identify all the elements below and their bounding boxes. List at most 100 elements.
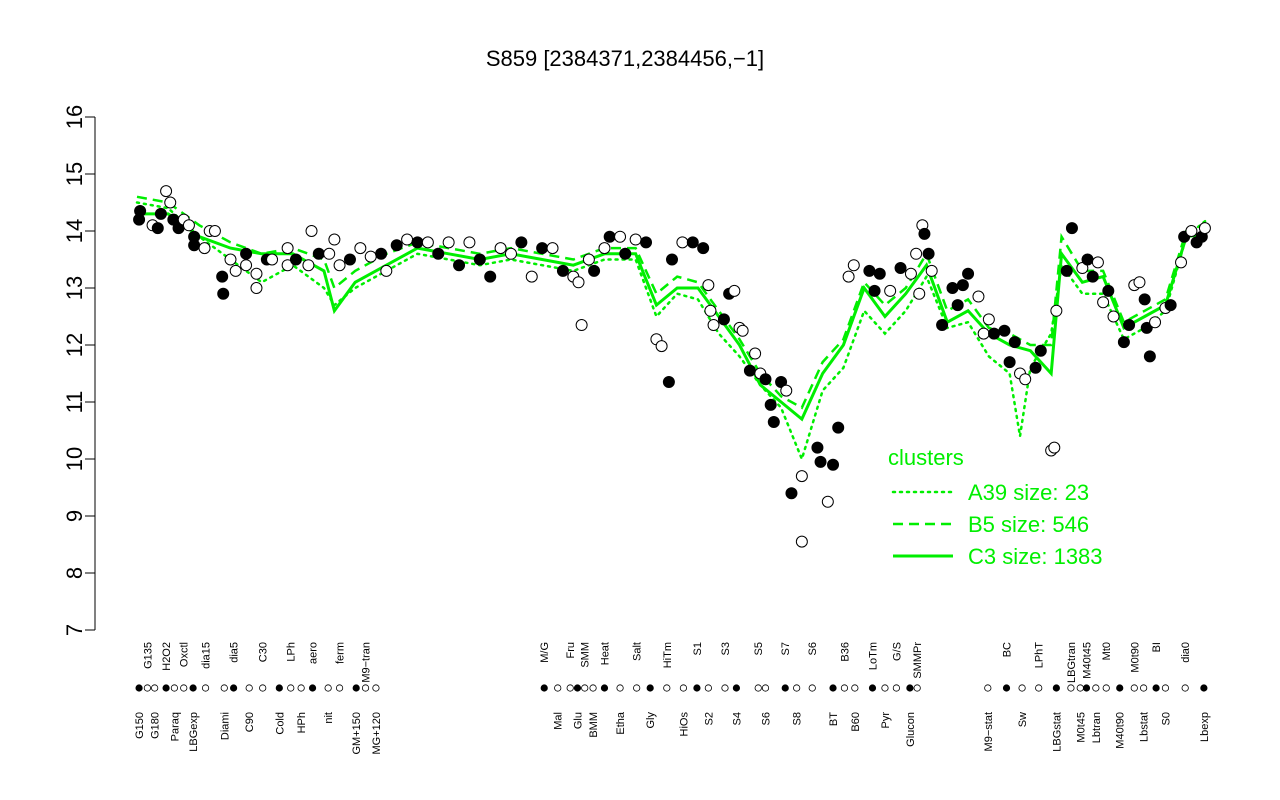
x-tick-label: Heat bbox=[599, 642, 611, 665]
point bbox=[767, 415, 780, 428]
x-tick-label: Mt0 bbox=[1101, 642, 1113, 660]
x-tick bbox=[170, 684, 178, 692]
point bbox=[364, 250, 377, 263]
point bbox=[894, 262, 907, 275]
x-tick bbox=[1116, 684, 1124, 692]
x-tick bbox=[646, 684, 654, 692]
point bbox=[1143, 350, 1156, 363]
point bbox=[962, 267, 975, 280]
point bbox=[918, 227, 931, 240]
x-tick bbox=[1130, 684, 1138, 692]
x-tick bbox=[868, 684, 877, 692]
x-tick-label: S6 bbox=[807, 642, 819, 655]
point bbox=[795, 470, 808, 483]
x-tick-label: LPhT bbox=[1034, 642, 1046, 669]
point bbox=[702, 279, 715, 292]
x-tick-label: M40t90 bbox=[1115, 712, 1127, 749]
point bbox=[1138, 293, 1151, 306]
x-tick-label: Cold bbox=[274, 712, 286, 735]
point bbox=[328, 233, 341, 246]
point bbox=[432, 247, 445, 260]
point bbox=[305, 225, 318, 237]
x-tick bbox=[275, 684, 283, 692]
point bbox=[686, 236, 699, 249]
x-tick bbox=[297, 684, 305, 692]
x-tick bbox=[1181, 684, 1189, 692]
point bbox=[814, 455, 827, 468]
x-tick bbox=[180, 684, 188, 692]
x-tick-label: C90 bbox=[244, 712, 256, 732]
point bbox=[1050, 304, 1063, 317]
x-tick bbox=[704, 684, 712, 692]
point bbox=[868, 284, 881, 297]
point bbox=[640, 236, 653, 249]
x-tick bbox=[633, 684, 641, 692]
x-tick-label: S3 bbox=[720, 642, 732, 655]
point bbox=[842, 270, 855, 283]
point bbox=[775, 376, 788, 389]
point bbox=[1133, 276, 1146, 289]
y-tick-label: 16 bbox=[62, 105, 87, 129]
point bbox=[266, 253, 279, 266]
point bbox=[655, 340, 668, 353]
x-tick bbox=[1152, 684, 1160, 692]
x-tick-label: Salt bbox=[632, 642, 644, 661]
point bbox=[442, 236, 455, 249]
point bbox=[1029, 361, 1042, 374]
point bbox=[164, 196, 177, 209]
x-tick bbox=[581, 684, 589, 692]
x-tick bbox=[335, 684, 344, 692]
x-tick bbox=[1052, 684, 1060, 692]
point bbox=[728, 284, 741, 297]
point bbox=[956, 279, 969, 292]
x-tick-label: ferm bbox=[335, 642, 347, 664]
point bbox=[463, 236, 476, 249]
x-tick-label: S7 bbox=[780, 642, 792, 655]
point bbox=[1102, 284, 1115, 297]
point bbox=[494, 242, 507, 255]
point bbox=[736, 324, 749, 337]
point bbox=[216, 270, 229, 283]
legend-label: A39 size: 23 bbox=[968, 480, 1089, 505]
point bbox=[354, 242, 367, 255]
point bbox=[240, 247, 253, 260]
point bbox=[936, 319, 949, 332]
point bbox=[619, 247, 632, 260]
x-tick-label: Glu bbox=[572, 712, 584, 729]
x-tick bbox=[840, 684, 849, 692]
points bbox=[133, 185, 1211, 548]
x-tick bbox=[761, 684, 770, 692]
x-tick bbox=[808, 684, 816, 692]
point bbox=[281, 259, 294, 272]
point bbox=[759, 373, 772, 386]
x-tick bbox=[984, 684, 992, 692]
x-tick-label: SMMPr bbox=[912, 642, 924, 679]
x-tick bbox=[287, 684, 295, 692]
point bbox=[229, 264, 242, 277]
x-tick bbox=[829, 684, 837, 692]
x-tick bbox=[793, 684, 801, 692]
x-tick-label: G135 bbox=[142, 642, 154, 669]
point bbox=[401, 233, 414, 246]
point bbox=[484, 270, 497, 283]
point bbox=[925, 264, 938, 277]
x-tick bbox=[245, 684, 253, 692]
point bbox=[536, 242, 549, 255]
y-tick-label: 11 bbox=[62, 391, 87, 414]
x-tick bbox=[573, 684, 582, 692]
point bbox=[302, 259, 315, 272]
x-tick-label: BI bbox=[1151, 642, 1163, 652]
x-tick-label: B60 bbox=[850, 712, 862, 732]
x-tick bbox=[143, 684, 151, 692]
point bbox=[217, 287, 230, 300]
point bbox=[281, 242, 294, 255]
point bbox=[1008, 336, 1021, 349]
x-tick-label: BC bbox=[1002, 642, 1014, 657]
x-tick bbox=[693, 684, 701, 692]
x-tick-label: LBGexp bbox=[188, 712, 200, 752]
x-tick bbox=[372, 684, 380, 692]
point bbox=[525, 270, 538, 283]
x-tick-label: LBGstat bbox=[1051, 712, 1063, 752]
point bbox=[910, 247, 923, 260]
x-tick-label: B36 bbox=[839, 642, 851, 662]
